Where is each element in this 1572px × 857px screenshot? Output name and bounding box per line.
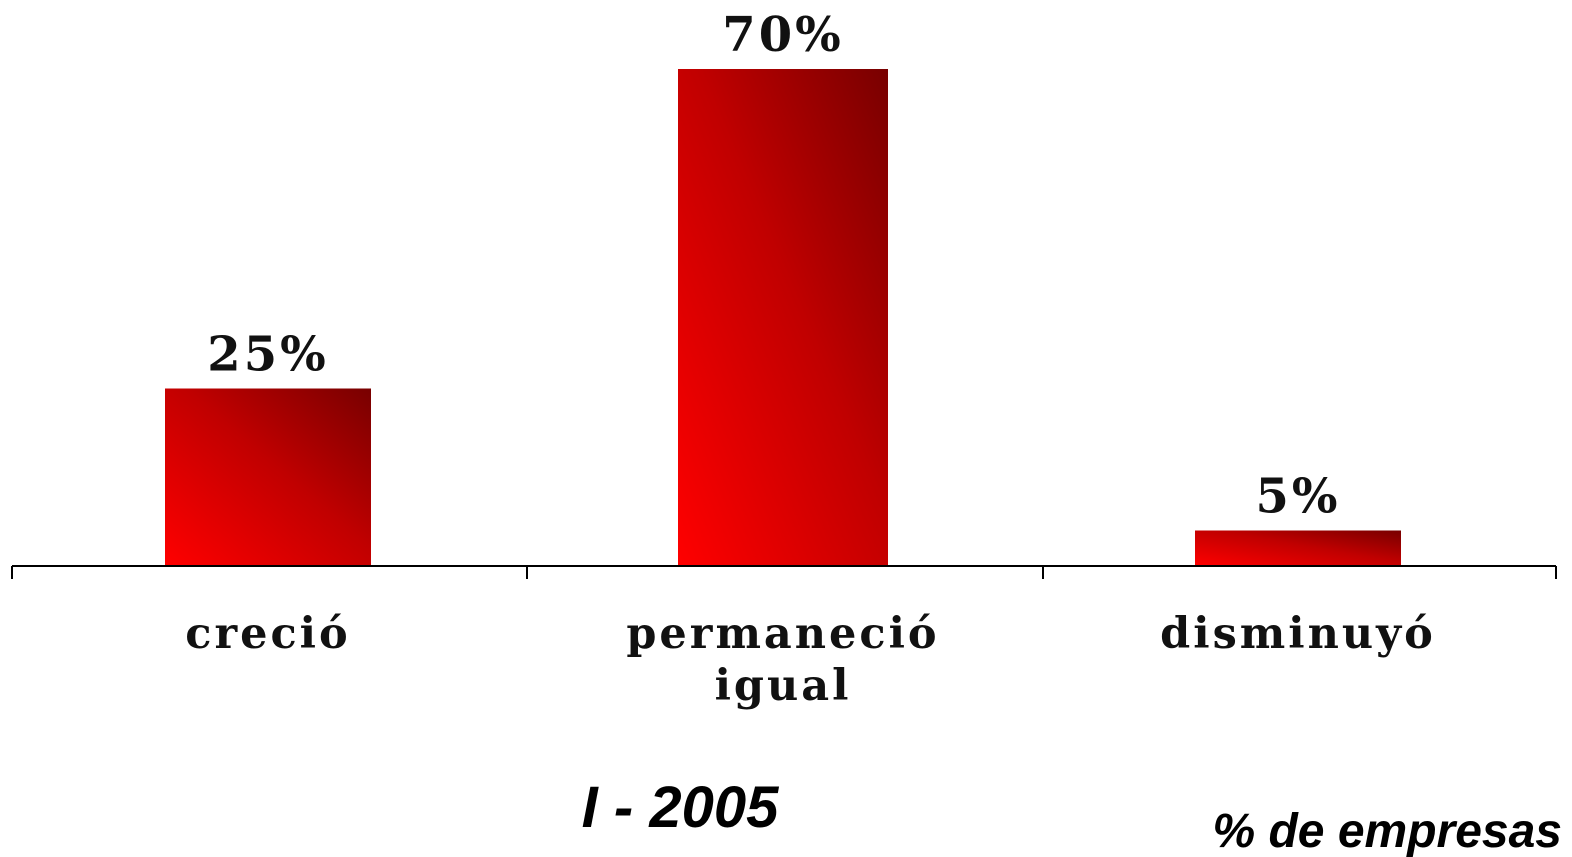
data-labels-group: 25% 70% 5%	[207, 7, 1340, 525]
category-label-2: disminuyó	[1160, 609, 1436, 659]
unit-note: % de empresas	[1212, 805, 1562, 857]
data-label-1: 70%	[722, 7, 843, 63]
data-label-2: 5%	[1255, 469, 1340, 525]
bar-0	[165, 388, 371, 566]
data-label-0: 25%	[207, 327, 328, 383]
period-label: I - 2005	[582, 775, 779, 840]
category-label-1-line-0: permaneció	[626, 609, 939, 659]
x-axis	[11, 565, 1557, 579]
bar-1	[678, 69, 888, 566]
category-label-1-line-1: igual	[715, 661, 852, 711]
category-label-0: creció	[185, 609, 350, 659]
bars-group	[165, 69, 1401, 566]
bar-2	[1195, 530, 1401, 566]
